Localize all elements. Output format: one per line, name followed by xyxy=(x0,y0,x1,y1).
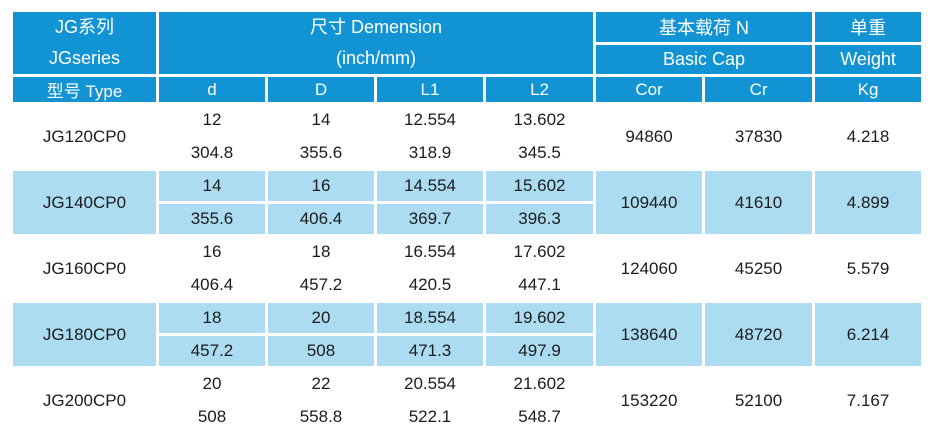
table-row-mm: 508 558.8 522.1 548.7 xyxy=(12,399,923,435)
kg-cell: 7.167 xyxy=(812,366,925,435)
kg-cell: 6.214 xyxy=(812,300,925,369)
cr-cell: 48720 xyxy=(702,300,816,369)
L2-inch-cell: 17.602 xyxy=(482,234,597,270)
header-col-d: d xyxy=(156,74,268,105)
header-basic-cap-en: Basic Cap xyxy=(593,42,816,77)
L2-inch-cell: 19.602 xyxy=(482,300,597,336)
L1-inch-cell: 12.554 xyxy=(374,102,486,138)
table-row-mm: 355.6 406.4 369.7 396.3 xyxy=(12,201,923,237)
table-row-mm: 304.8 355.6 318.9 345.5 xyxy=(12,135,923,171)
header-col-kg: Kg xyxy=(812,74,925,105)
header-basic-cap-cn: 基本载荷 N xyxy=(593,9,816,45)
header-weight-cn: 单重 xyxy=(812,9,925,45)
header-col-cr: Cr xyxy=(702,74,816,105)
D-mm-cell: 457.2 xyxy=(265,267,377,303)
table-row-mm: 406.4 457.2 420.5 447.1 xyxy=(12,267,923,303)
model-cell: JG180CP0 xyxy=(10,300,159,369)
L1-inch-cell: 16.554 xyxy=(374,234,486,270)
table-row: JG180CP0 18 20 18.554 19.602 138640 4872… xyxy=(10,300,925,369)
L2-inch-cell: 13.602 xyxy=(482,102,597,138)
d-inch-cell: 12 xyxy=(156,102,268,138)
d-inch-cell: 16 xyxy=(156,234,268,270)
L1-inch-cell: 20.554 xyxy=(374,366,486,402)
d-mm-cell: 355.6 xyxy=(156,201,268,237)
table-row: JG140CP0 14 16 14.554 15.602 109440 4161… xyxy=(10,168,925,237)
cr-cell: 45250 xyxy=(702,234,816,303)
model-cell: JG140CP0 xyxy=(10,168,159,237)
D-inch-cell: 22 xyxy=(265,366,377,402)
header-col-L1: L1 xyxy=(374,74,486,105)
header-model-type: 型号 Type xyxy=(10,74,159,105)
d-mm-cell: 304.8 xyxy=(156,135,268,171)
L2-mm-cell: 548.7 xyxy=(482,399,597,435)
d-mm-cell: 457.2 xyxy=(156,333,268,369)
table-row-mm: 457.2 508 471.3 497.9 xyxy=(12,333,923,369)
series-label-en: JGseries xyxy=(48,48,120,68)
model-cell: JG120CP0 xyxy=(10,102,159,171)
D-mm-cell: 406.4 xyxy=(265,201,377,237)
cr-cell: 41610 xyxy=(702,168,816,237)
table-row: JG120CP0 12 14 12.554 13.602 94860 37830… xyxy=(10,102,925,171)
model-cell: JG200CP0 xyxy=(10,366,159,435)
kg-cell: 5.579 xyxy=(812,234,925,303)
L2-mm-cell: 345.5 xyxy=(482,135,597,171)
table-row: JG200CP0 20 22 20.554 21.602 153220 5210… xyxy=(10,366,925,435)
table-row: JG160CP0 16 18 16.554 17.602 124060 4525… xyxy=(10,234,925,303)
d-mm-cell: 406.4 xyxy=(156,267,268,303)
dimension-unit-label: (inch/mm) xyxy=(336,48,417,68)
D-mm-cell: 508 xyxy=(265,333,377,369)
header-series-group: JG系列 JGseries xyxy=(10,9,159,77)
d-inch-cell: 18 xyxy=(156,300,268,336)
D-inch-cell: 14 xyxy=(265,102,377,138)
D-inch-cell: 20 xyxy=(265,300,377,336)
D-inch-cell: 18 xyxy=(265,234,377,270)
model-cell: JG160CP0 xyxy=(10,234,159,303)
L1-inch-cell: 18.554 xyxy=(374,300,486,336)
L2-mm-cell: 396.3 xyxy=(482,201,597,237)
header-col-D: D xyxy=(265,74,377,105)
L2-inch-cell: 15.602 xyxy=(482,168,597,204)
cor-cell: 109440 xyxy=(593,168,706,237)
header-col-cor: Cor xyxy=(593,74,706,105)
cr-cell: 37830 xyxy=(702,102,816,171)
cor-cell: 138640 xyxy=(593,300,706,369)
d-mm-cell: 508 xyxy=(156,399,268,435)
dimension-label-cn: 尺寸 Demension xyxy=(310,17,443,37)
D-mm-cell: 558.8 xyxy=(265,399,377,435)
L2-mm-cell: 497.9 xyxy=(482,333,597,369)
L2-mm-cell: 447.1 xyxy=(482,267,597,303)
cor-cell: 153220 xyxy=(593,366,706,435)
cor-cell: 94860 xyxy=(593,102,706,171)
kg-cell: 4.218 xyxy=(812,102,925,171)
cor-cell: 124060 xyxy=(593,234,706,303)
kg-cell: 4.899 xyxy=(812,168,925,237)
L2-inch-cell: 21.602 xyxy=(482,366,597,402)
header-dimension-group: 尺寸 Demension (inch/mm) xyxy=(155,9,597,77)
L1-mm-cell: 522.1 xyxy=(374,399,486,435)
D-inch-cell: 16 xyxy=(265,168,377,204)
d-inch-cell: 14 xyxy=(156,168,268,204)
d-inch-cell: 20 xyxy=(156,366,268,402)
series-label-cn: JG系列 xyxy=(54,17,114,37)
L1-mm-cell: 471.3 xyxy=(374,333,486,369)
L1-mm-cell: 369.7 xyxy=(374,201,486,237)
bearing-spec-table: JG系列 JGseries 尺寸 Demension (inch/mm) 基本载… xyxy=(10,9,925,435)
L1-mm-cell: 420.5 xyxy=(374,267,486,303)
D-mm-cell: 355.6 xyxy=(265,135,377,171)
header-weight-en: Weight xyxy=(812,42,925,77)
L1-inch-cell: 14.554 xyxy=(374,168,486,204)
cr-cell: 52100 xyxy=(702,366,816,435)
L1-mm-cell: 318.9 xyxy=(374,135,486,171)
header-col-L2: L2 xyxy=(482,74,597,105)
